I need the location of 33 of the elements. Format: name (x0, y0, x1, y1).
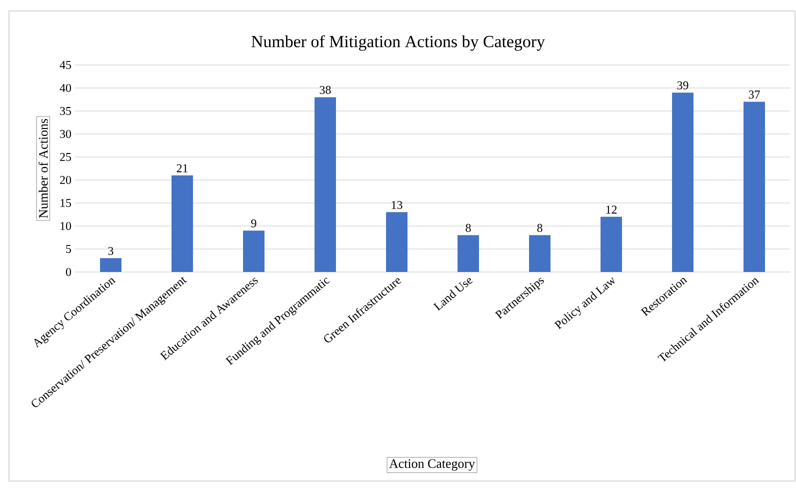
bar (243, 230, 264, 272)
y-tick-label: 0 (66, 268, 72, 276)
y-axis-title: Number of Actions (38, 118, 48, 218)
y-tick-label: 45 (60, 60, 72, 69)
data-label: 9 (251, 219, 256, 228)
data-label: 8 (537, 224, 542, 232)
data-label: 38 (320, 86, 331, 94)
bar (100, 258, 122, 272)
y-tick-label: 30 (60, 130, 72, 138)
data-label: 3 (108, 246, 114, 255)
data-label: 13 (392, 200, 402, 209)
bar (672, 92, 694, 272)
bar (386, 212, 408, 272)
y-tick-label: 20 (60, 176, 72, 184)
data-label: 21 (176, 164, 188, 172)
y-tick-label: 35 (60, 106, 72, 115)
y-tick-label: 25 (60, 152, 72, 161)
bar (744, 102, 765, 272)
y-tick-label: 40 (60, 84, 72, 92)
data-label: 37 (748, 90, 760, 99)
data-label: 39 (677, 81, 688, 90)
bar (600, 216, 622, 272)
chart-title: Number of Mitigation Actions by Category (251, 35, 545, 51)
data-label: 12 (606, 206, 617, 214)
bar (172, 175, 193, 272)
bar (529, 235, 550, 272)
y-tick-label: 10 (60, 222, 72, 230)
y-tick-label: 5 (66, 245, 72, 253)
y-tick-label: 15 (60, 198, 72, 207)
bar (314, 97, 336, 272)
bar (458, 235, 479, 272)
x-axis-title: Action Category (389, 459, 475, 471)
data-label: 8 (466, 224, 471, 232)
